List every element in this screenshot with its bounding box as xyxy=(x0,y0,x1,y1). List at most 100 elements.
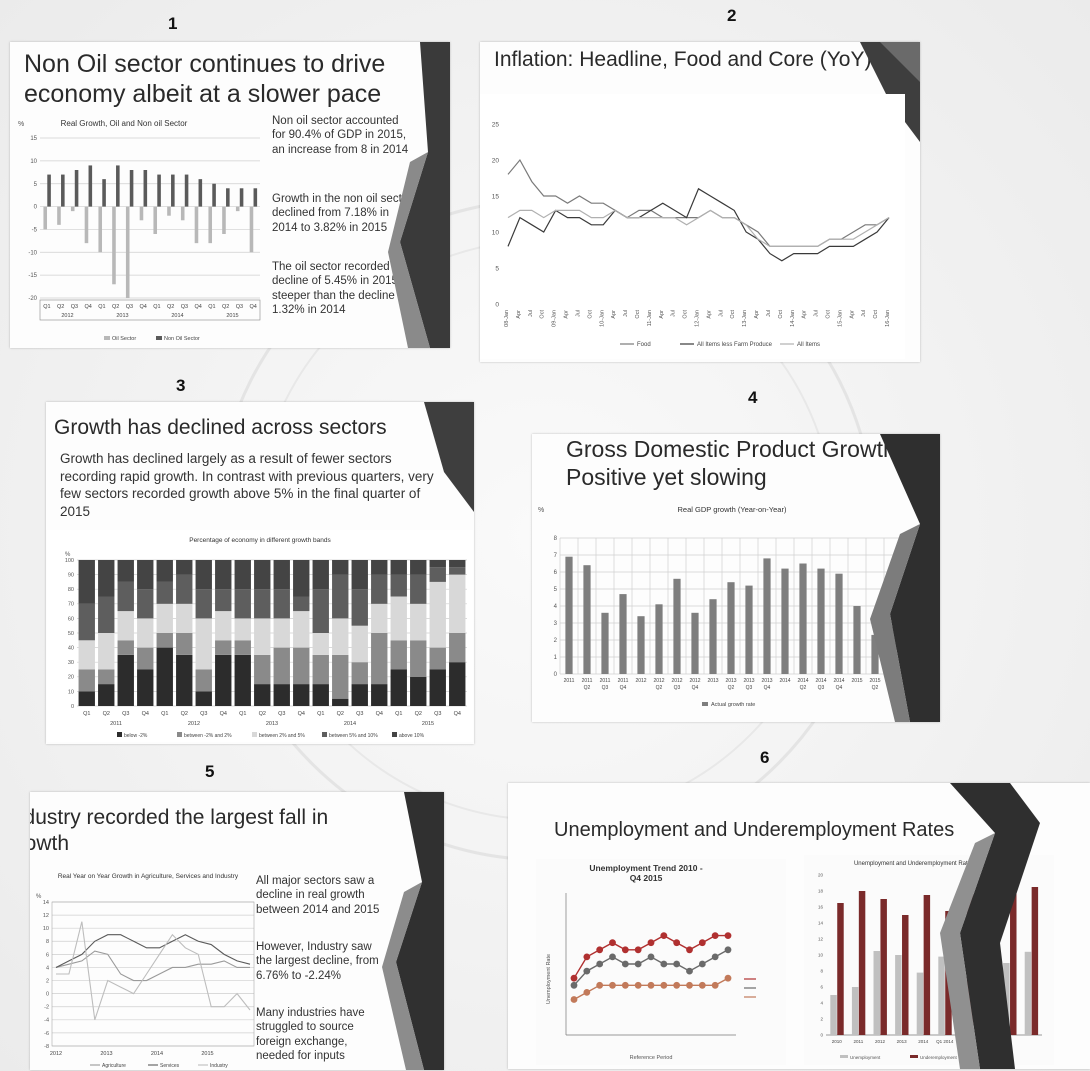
x-group-label: 2015 xyxy=(226,313,238,319)
stacked-bar-segment xyxy=(273,684,290,706)
x-tick-label: 2014 xyxy=(918,1039,929,1044)
y-tick-label: 4 xyxy=(554,604,558,610)
x-tick-label: Apr xyxy=(754,310,760,319)
decorative-chevron xyxy=(940,783,1040,1069)
y-tick-label: 16 xyxy=(818,905,824,910)
bullet-text: The oil sector recorded a decline of 5.4… xyxy=(272,261,408,317)
stacked-bar-segment xyxy=(156,633,173,648)
series-line xyxy=(56,921,251,1020)
stacked-bar-segment xyxy=(371,560,388,575)
bar xyxy=(98,206,103,253)
y-tick-label: 0 xyxy=(71,704,74,710)
x-group-label: 2012 xyxy=(188,721,200,727)
bar xyxy=(709,599,717,674)
x-tick-label-line-2: Q4 xyxy=(620,685,627,691)
legend-label: Actual growth rate xyxy=(711,702,755,708)
legend-label: between 2% and 5% xyxy=(259,733,305,739)
y-tick-label: 40 xyxy=(68,646,74,652)
x-tick-label: Q3 xyxy=(126,304,133,310)
x-group-label: 2013 xyxy=(266,721,278,727)
x-tick-label: Q4 xyxy=(84,304,91,310)
bar xyxy=(208,206,213,244)
bar xyxy=(817,568,825,674)
y-tick-label: 10 xyxy=(43,926,49,932)
data-point xyxy=(596,981,604,989)
data-point xyxy=(711,932,719,939)
x-tick-label: 11-Jan xyxy=(647,310,653,326)
bar xyxy=(1024,951,1032,1035)
y-tick-label: -5 xyxy=(32,228,38,234)
stacked-bar-segment xyxy=(293,647,310,685)
data-point xyxy=(621,981,629,989)
x-tick-label: Q2 xyxy=(222,304,229,310)
x-tick-label: Oct xyxy=(587,310,593,319)
y-tick-label: 10 xyxy=(68,689,74,695)
decorative-chevron xyxy=(382,792,444,1070)
data-point xyxy=(698,960,706,968)
stacked-bar-segment xyxy=(78,560,95,604)
series-line xyxy=(55,950,250,982)
x-tick-label: 2011 xyxy=(582,678,593,684)
chart-title: Real Year on Year Growth in Agriculture,… xyxy=(58,873,239,880)
legend-label: between 5% and 10% xyxy=(329,733,378,739)
y-tick-label: 12 xyxy=(818,937,824,942)
stacked-bar-segment xyxy=(312,589,329,633)
axis-frame xyxy=(39,299,261,321)
x-tick-label: Q2 xyxy=(337,711,344,717)
bar xyxy=(43,206,48,230)
slide-number-3: 3 xyxy=(176,376,186,395)
x-tick-label: Jul xyxy=(671,310,677,317)
slide-paragraph: Growth has declined largely as a result … xyxy=(60,451,434,519)
slide-number-2: 2 xyxy=(727,6,737,25)
y-tick-label: 14 xyxy=(43,900,49,906)
bar xyxy=(212,183,216,207)
chart-title: Real GDP growth (Year-on-Year) xyxy=(678,505,787,514)
bar xyxy=(853,606,861,674)
x-tick-label: Jul xyxy=(575,310,581,317)
x-tick-label: Q2 xyxy=(57,304,64,310)
x-tick-label-line-2: Q3 xyxy=(674,685,681,691)
slide-title-line-2: growth xyxy=(30,832,70,855)
legend-label: Food xyxy=(637,342,651,348)
y-tick-label: 5 xyxy=(554,587,558,593)
bar xyxy=(1031,887,1039,1035)
slide-title-line-2: Positive yet slowing xyxy=(566,464,767,490)
x-tick-label: Apr xyxy=(659,310,665,319)
slide-title: Industry recorded the largest fall in xyxy=(30,806,329,829)
chart-title: Percentage of economy in different growt… xyxy=(189,537,331,544)
x-tick-label: 2015 xyxy=(851,678,862,684)
data-point xyxy=(686,946,693,954)
x-tick-label: Q2 xyxy=(167,304,174,310)
stacked-bar-segment xyxy=(273,560,290,590)
stacked-bar-segment xyxy=(390,640,407,670)
stacked-bar-segment xyxy=(176,633,193,655)
x-tick-label: 2014 xyxy=(797,678,808,684)
stacked-bar-segment xyxy=(332,654,349,699)
bar xyxy=(871,634,879,674)
x-tick-label-line-2: Q3 xyxy=(746,685,753,691)
y-tick-label: 2 xyxy=(46,978,49,984)
chart-plot-background xyxy=(480,94,905,359)
bar xyxy=(799,563,807,674)
bar xyxy=(1010,891,1017,1035)
data-point xyxy=(647,953,655,961)
stacked-bar-segment xyxy=(117,581,134,612)
legend-label: Services xyxy=(160,1063,180,1069)
x-tick-label: Q1 xyxy=(317,711,324,717)
y-tick-label: 30 xyxy=(68,660,74,666)
slide-6-unemployment: Unemployment and Underemployment Rates U… xyxy=(508,783,1090,1069)
stacked-bar-segment xyxy=(351,625,368,663)
x-tick-label: Jul xyxy=(718,310,724,317)
x-tick-label: 12-Jan xyxy=(695,310,701,327)
stacked-bar-segment xyxy=(195,669,212,692)
data-point xyxy=(698,981,706,989)
stacked-bar-segment xyxy=(449,633,466,663)
y-tick-label: 60 xyxy=(68,616,74,622)
slide-2-inflation: Inflation: Headline, Food and Core (YoY)… xyxy=(480,42,920,362)
data-point xyxy=(583,989,591,996)
stacked-bar-segment xyxy=(156,560,173,582)
stacked-bar-segment xyxy=(410,603,427,641)
stacked-bar-segment xyxy=(351,662,368,685)
x-tick-label: 10-Jan xyxy=(599,310,605,327)
stacked-bar-segment xyxy=(98,596,115,633)
